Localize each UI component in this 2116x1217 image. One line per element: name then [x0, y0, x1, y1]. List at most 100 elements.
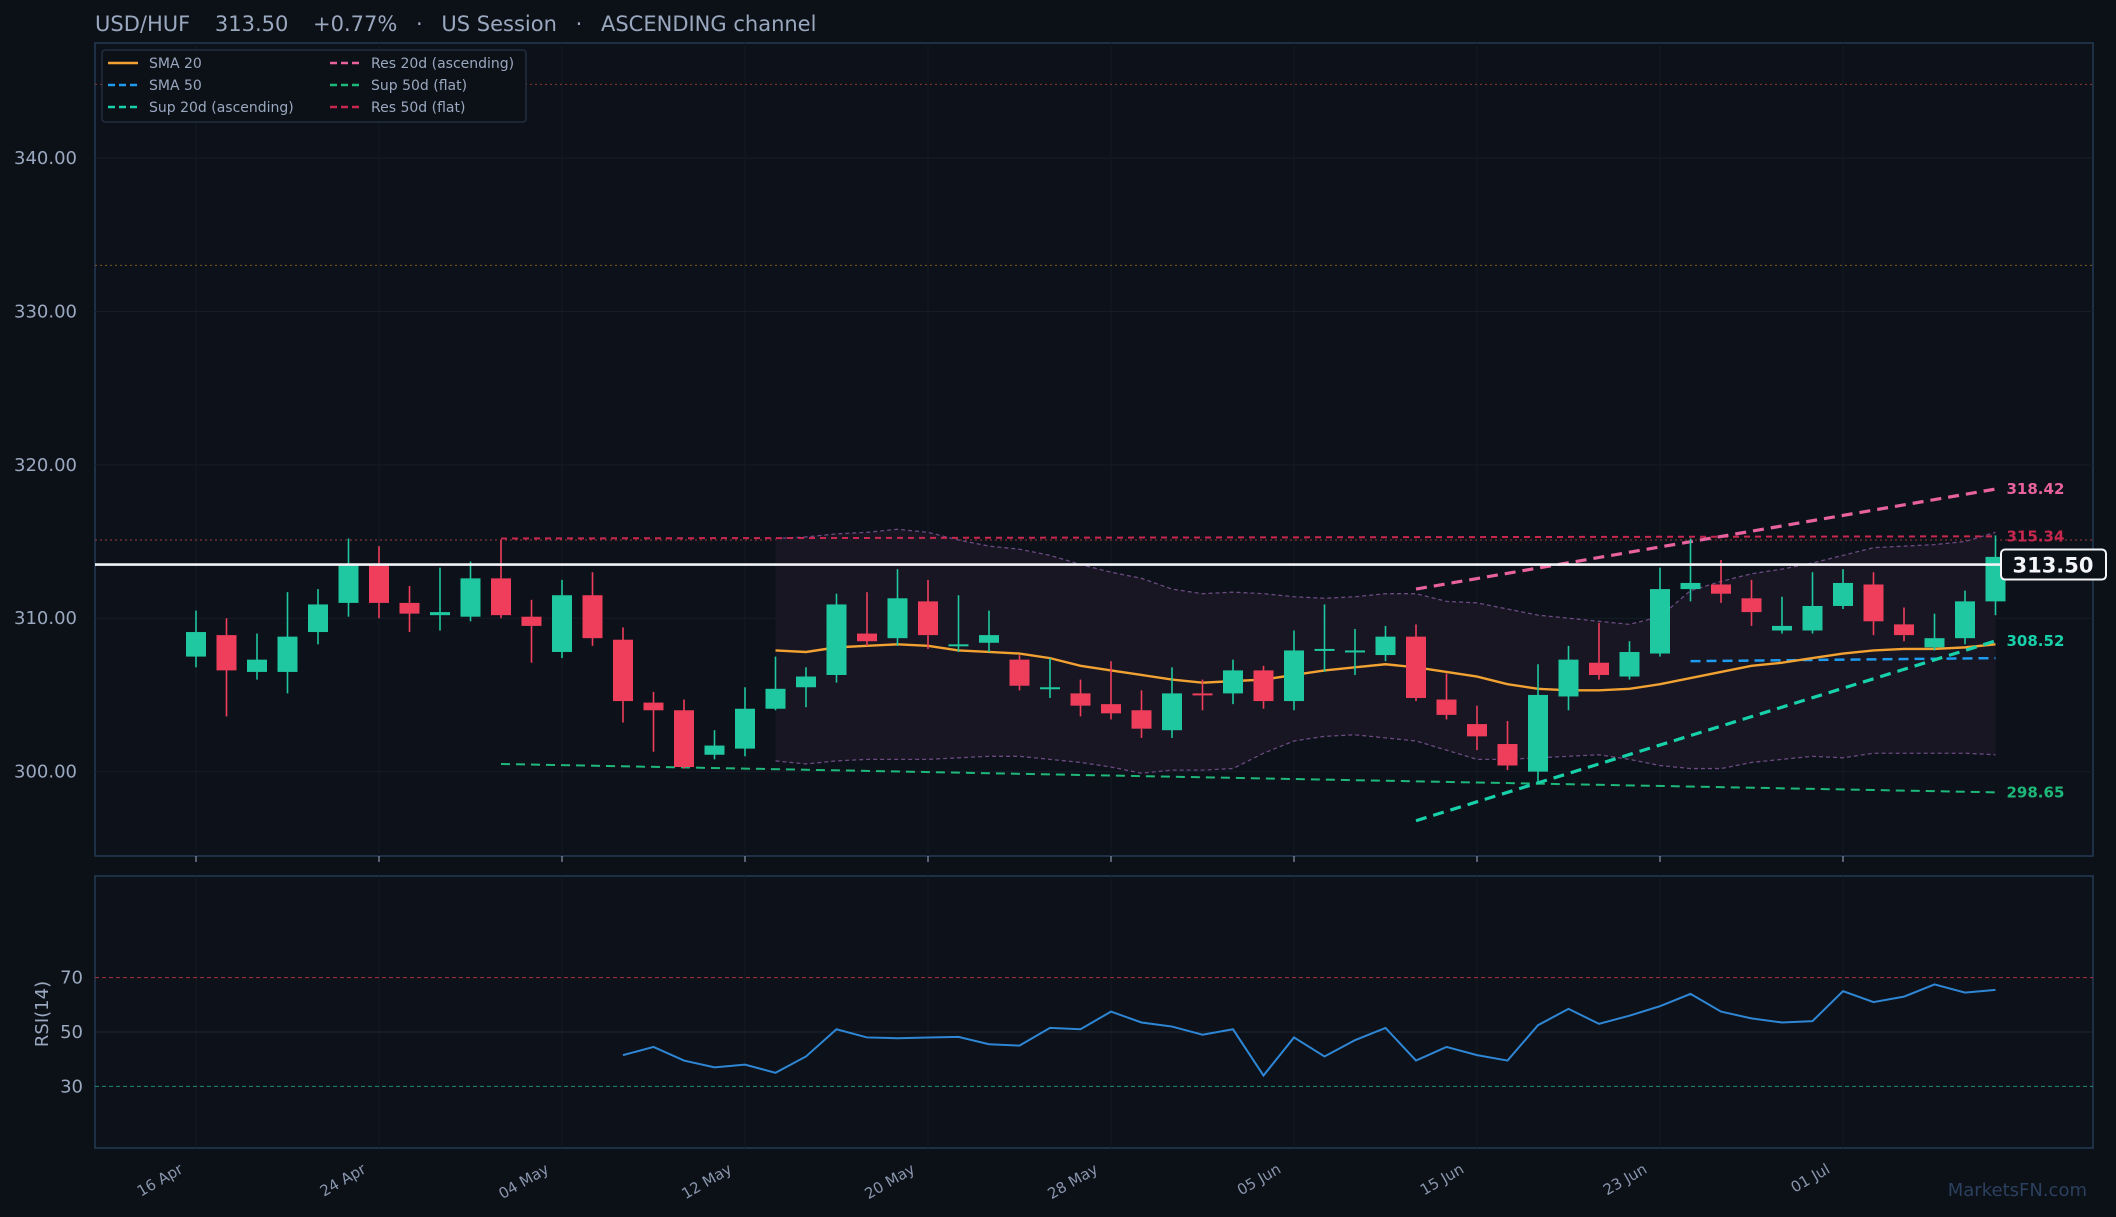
- candle-body: [1528, 694, 1548, 772]
- candle-body: [399, 602, 420, 614]
- session-text: US Session: [441, 12, 557, 36]
- rsi-axis-label: RSI(14): [32, 981, 53, 1047]
- support-50d-flat-line: [500, 762, 1996, 794]
- candle-body: [1284, 650, 1304, 702]
- legend-label: SMA 50: [149, 78, 202, 94]
- rsi-panel: 30 50 70 RSI(14): [32, 875, 2094, 1149]
- sma50-line: [1690, 656, 1996, 663]
- candle-body: [1802, 605, 1823, 631]
- candle-body: [186, 632, 206, 657]
- candle-body: [1619, 651, 1640, 677]
- rsi-tick-label: 30: [60, 1076, 83, 1097]
- rsi-grid: [95, 876, 2093, 1148]
- rsi-series-line: [622, 983, 1996, 1078]
- legend: SMA 20 SMA 50 Sup 20d (ascending) Res 20d (…: [101, 49, 527, 123]
- y-tick-label: 330.00: [14, 301, 77, 322]
- resistance-50d-flat-line: [500, 535, 1996, 540]
- rsi-panel-frame: [94, 875, 2094, 1149]
- candle-body: [1345, 650, 1365, 653]
- candle-body: [1955, 601, 1975, 639]
- candle-body: [1863, 584, 1884, 622]
- candle-body: [369, 564, 389, 603]
- candle-body: [613, 639, 633, 702]
- candle-body: [1711, 584, 1731, 594]
- candle-body: [1131, 710, 1152, 729]
- candle-body: [308, 604, 328, 633]
- resistance-20d-ascending-line: [1415, 487, 1996, 591]
- resistance-20d-price-tag: 318.42: [2007, 480, 2065, 498]
- candle-body: [582, 595, 603, 639]
- legend-box: [101, 49, 527, 123]
- legend-label: Sup 50d (flat): [371, 78, 467, 94]
- chart-title: USD/HUF 313.50 +0.77% · US Session · ASC…: [95, 12, 816, 36]
- candle-body: [1223, 670, 1243, 694]
- candle-body: [1192, 693, 1213, 696]
- candle-body: [1772, 625, 1792, 631]
- candle-body: [674, 710, 694, 768]
- rsi-axis: 30 50 70: [60, 968, 83, 1098]
- bollinger-lower-line: [775, 734, 1996, 774]
- candle-body: [918, 601, 938, 636]
- candle-body: [1497, 744, 1518, 766]
- candle-body: [643, 702, 664, 711]
- candle-body: [887, 598, 908, 639]
- candle-body: [979, 635, 999, 643]
- candle-body: [338, 564, 359, 603]
- candle-body: [1314, 648, 1335, 651]
- candle-body: [491, 578, 511, 616]
- watermark: MarketsFN.com: [1948, 1180, 2087, 1201]
- legend-label: Sup 20d (ascending): [149, 100, 294, 116]
- candle-body: [1467, 724, 1487, 737]
- support-20d-ascending-line: [1415, 639, 1996, 823]
- current-price-badge: [2000, 548, 2107, 581]
- candle-body: [796, 676, 816, 688]
- candle-body: [704, 745, 725, 755]
- candle-body: [1894, 624, 1914, 636]
- y-tick-label: 320.00: [14, 455, 77, 476]
- legend-label: Res 20d (ascending): [371, 56, 514, 72]
- change-text: +0.77%: [313, 12, 397, 36]
- y-tick-label: 340.00: [14, 148, 77, 169]
- candle-body: [826, 604, 847, 675]
- candle-body: [1253, 670, 1274, 702]
- price-panel: 318.42 315.34 308.52 298.65 313.50 300.00 31…: [14, 42, 2107, 857]
- candle-body: [1558, 659, 1579, 697]
- candle-body: [1650, 589, 1670, 654]
- legend-label: Res 50d (flat): [371, 100, 465, 116]
- current-price-label: 313.50: [2012, 554, 2093, 578]
- candle-body: [765, 688, 786, 709]
- candle-body: [1162, 693, 1182, 731]
- candle-body: [1833, 582, 1853, 606]
- support-50d-price-tag: 298.65: [2007, 783, 2065, 801]
- candle-body: [1741, 598, 1762, 613]
- candle-body: [1406, 636, 1426, 699]
- separator-dot: ·: [416, 12, 423, 36]
- candle-body: [1040, 687, 1060, 690]
- candle-body: [1009, 659, 1030, 686]
- candle-body: [948, 644, 969, 647]
- rsi-line: [622, 983, 1996, 1078]
- candle-body: [735, 708, 755, 749]
- candlesticks: [186, 535, 2006, 784]
- candle-body: [1924, 638, 1945, 648]
- candle-body: [216, 635, 237, 671]
- candle-body: [1589, 662, 1609, 675]
- candle-body: [277, 636, 298, 672]
- y-tick-label: 300.00: [14, 762, 77, 783]
- sma20-line: [775, 643, 1996, 692]
- support-20d-price-tag: 308.52: [2007, 632, 2065, 650]
- candle-body: [1375, 636, 1396, 656]
- candle-body: [1680, 582, 1701, 590]
- candle-body: [857, 633, 877, 642]
- candle-body: [1070, 693, 1091, 706]
- candle-body: [1101, 704, 1121, 714]
- rsi-tick-label: 70: [60, 968, 83, 989]
- legend-items: SMA 20 SMA 50 Sup 20d (ascending) Res 20d (…: [108, 56, 514, 116]
- y-tick-label: 310.00: [14, 608, 77, 629]
- trendlines: 318.42 315.34 308.52 298.65: [500, 480, 2065, 823]
- candle-body: [521, 616, 542, 626]
- current-price-line: 313.50: [95, 548, 2107, 581]
- resistance-50d-price-tag: 315.34: [2007, 527, 2065, 545]
- price-axis: 300.00 310.00 320.00 330.00 340.00: [14, 148, 77, 783]
